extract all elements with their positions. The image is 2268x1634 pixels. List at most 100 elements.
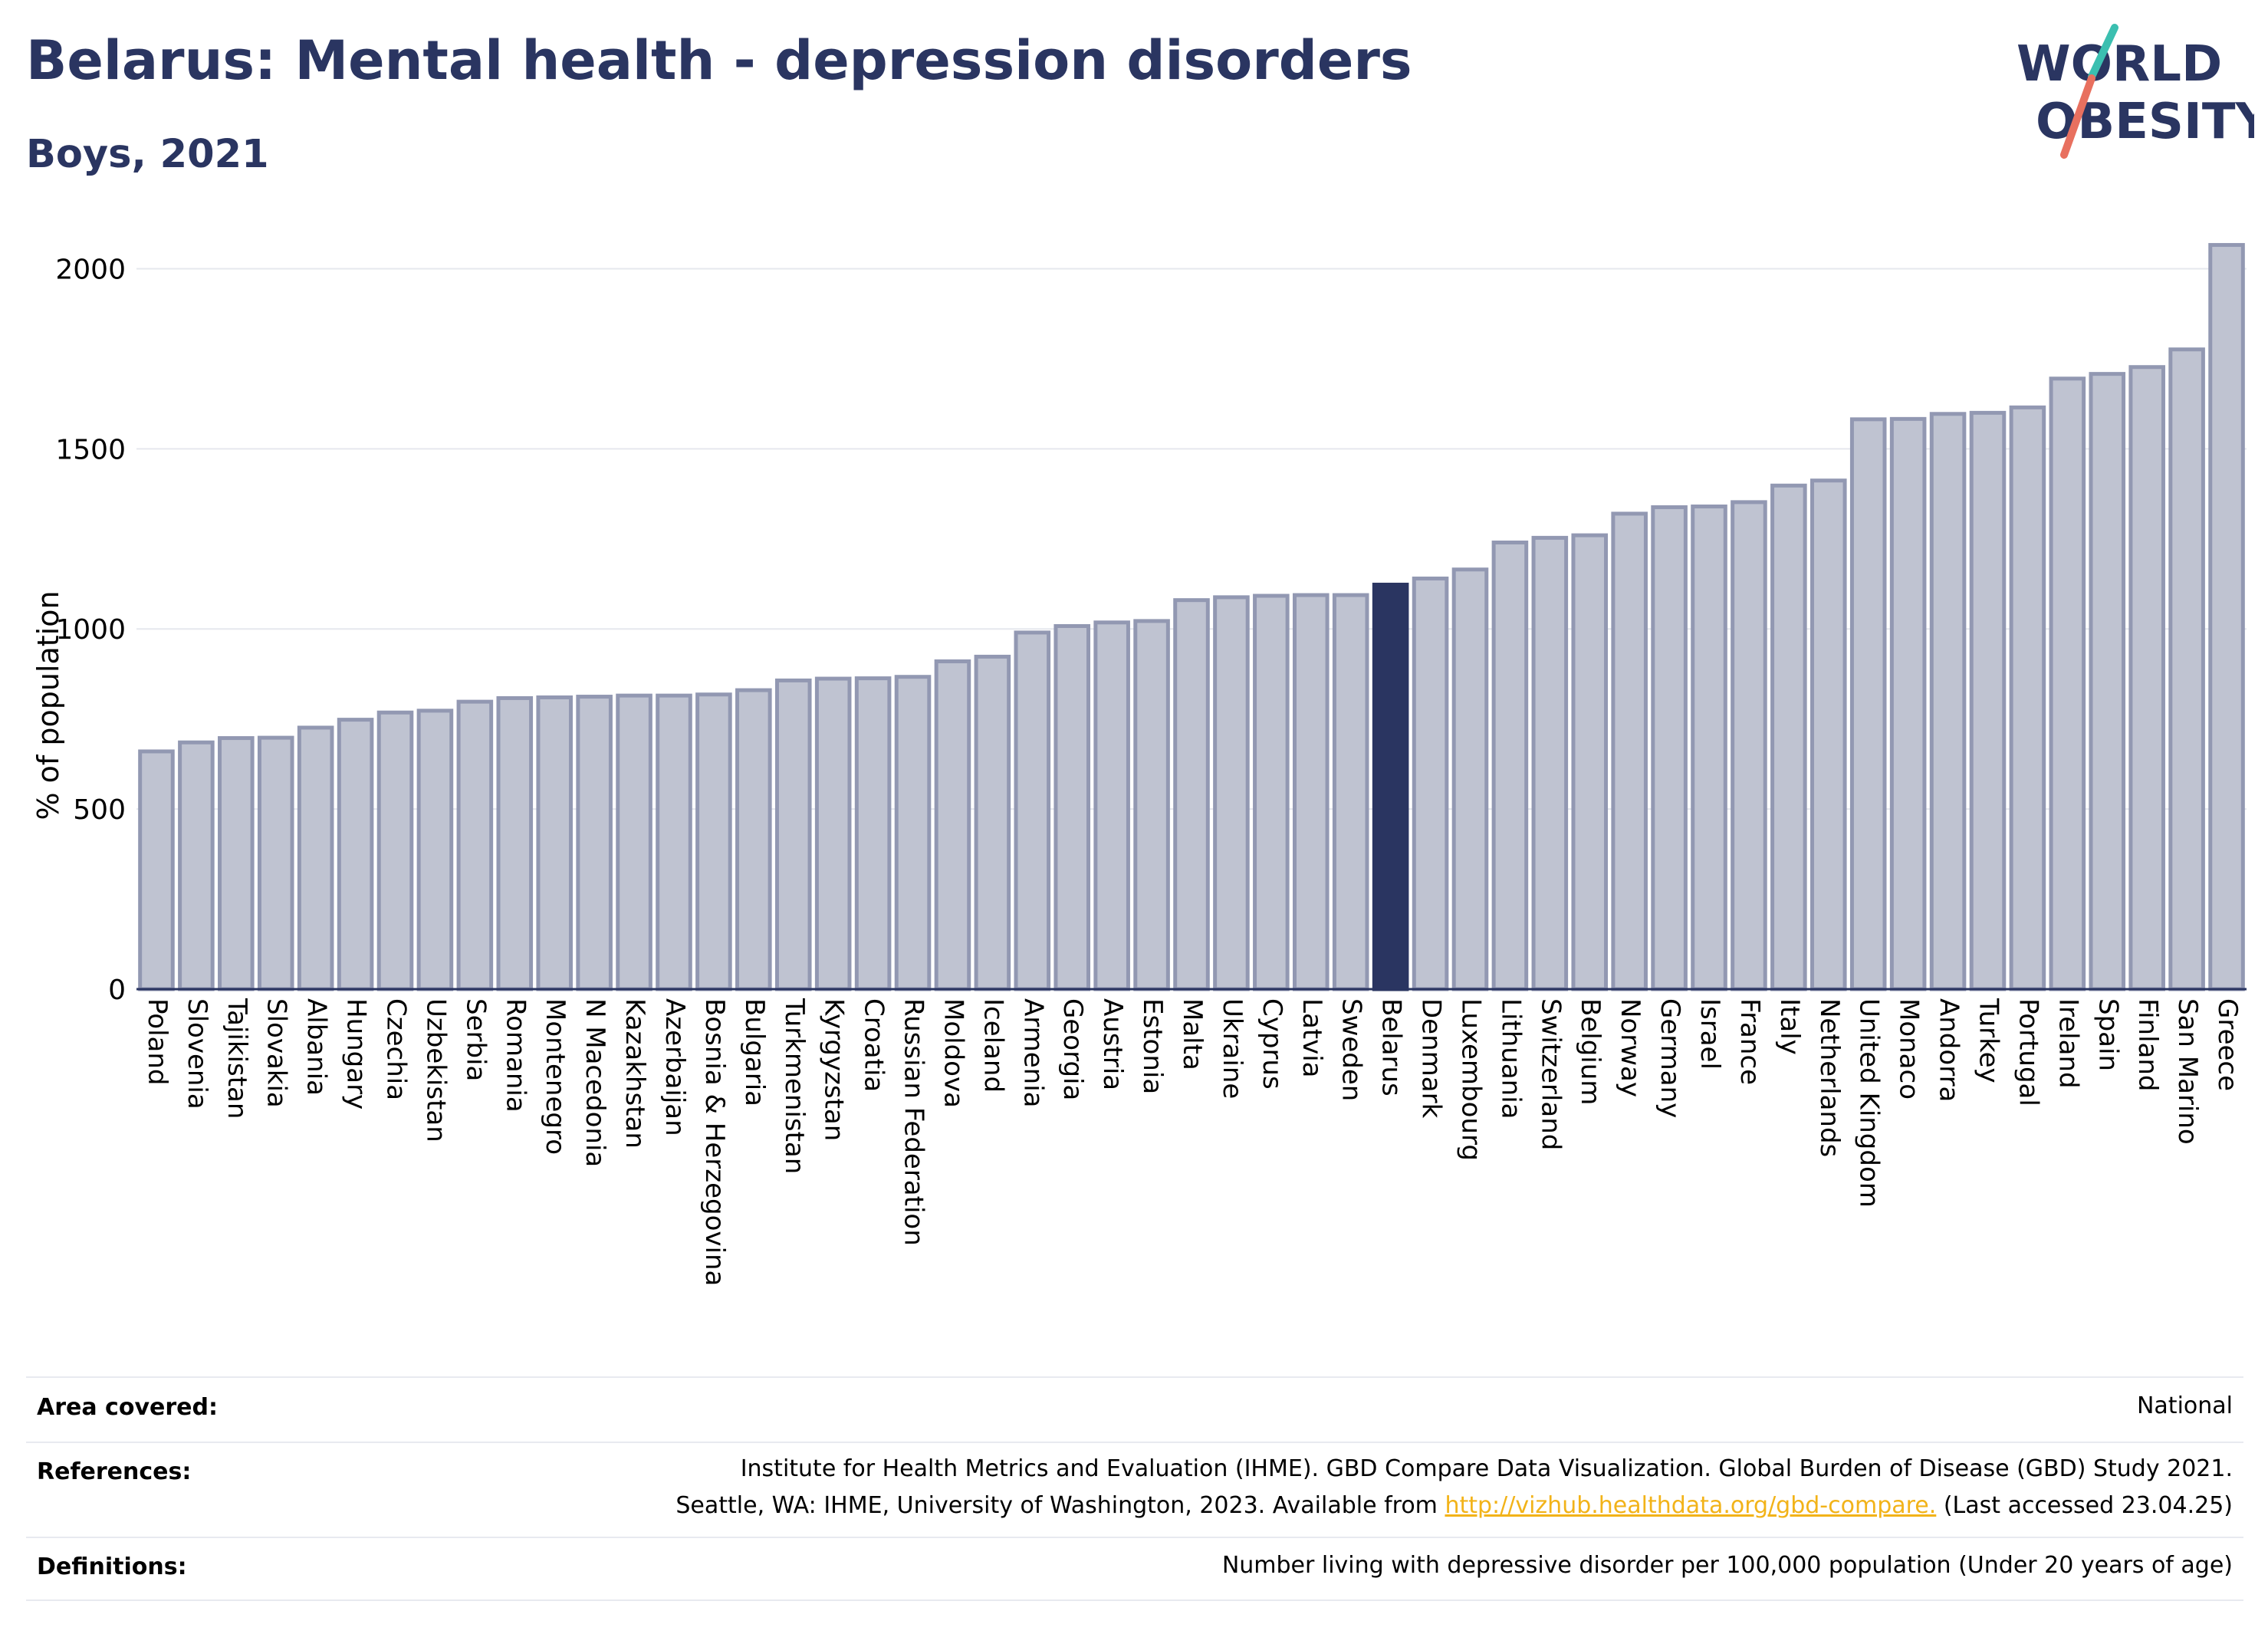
bar-san-marino[interactable]	[2168, 347, 2205, 991]
x-tick-label: Belgium	[1575, 998, 1606, 1105]
bar-ireland[interactable]	[2049, 376, 2086, 991]
bar-andorra[interactable]	[1929, 412, 1967, 991]
bar-estonia[interactable]	[1133, 619, 1170, 991]
bar-montenegro[interactable]	[536, 695, 573, 991]
y-axis-label: % of population	[31, 590, 65, 820]
bar-latvia[interactable]	[1292, 593, 1330, 991]
bar-italy[interactable]	[1770, 483, 1807, 991]
x-tick-label: Uzbekistan	[420, 998, 451, 1142]
bar-denmark[interactable]	[1412, 576, 1449, 991]
bar-france[interactable]	[1731, 500, 1767, 991]
bar-israel[interactable]	[1691, 505, 1727, 991]
x-tick-label: Croatia	[859, 998, 889, 1092]
x-tick-label: Luxembourg	[1455, 998, 1486, 1161]
bar-netherlands[interactable]	[1810, 478, 1847, 991]
bar-ukraine[interactable]	[1213, 595, 1250, 991]
footer-area-row: Area covered: National	[26, 1380, 2243, 1442]
bar-belarus[interactable]	[1372, 582, 1409, 991]
x-tick-label: Estonia	[1137, 998, 1168, 1094]
bar-bulgaria[interactable]	[735, 688, 772, 991]
references-label: References:	[37, 1458, 192, 1485]
bar-tajikistan[interactable]	[218, 736, 255, 991]
bar-armenia[interactable]	[1014, 630, 1051, 991]
bar-poland[interactable]	[138, 749, 175, 991]
x-tick-label: Italy	[1774, 998, 1805, 1055]
bar-kyrgyzstan[interactable]	[814, 676, 852, 991]
area-covered-value: National	[2136, 1392, 2233, 1419]
x-tick-label: Kazakhstan	[620, 998, 650, 1149]
x-tick-label: Finland	[2132, 998, 2163, 1092]
x-tick-label: Belarus	[1376, 998, 1407, 1096]
bar-finland[interactable]	[2128, 365, 2165, 991]
x-tick-label: Czechia	[381, 998, 412, 1100]
bar-turkey[interactable]	[1969, 410, 2007, 991]
bar-czechia[interactable]	[376, 710, 414, 991]
y-tick-label: 2000	[55, 254, 126, 285]
references-line-2: Seattle, WA: IHME, University of Washing…	[675, 1488, 2233, 1524]
bar-sweden[interactable]	[1332, 593, 1369, 991]
bar-united-kingdom[interactable]	[1849, 417, 1887, 991]
y-tick-label: 1000	[55, 614, 126, 646]
bar-iceland[interactable]	[974, 654, 1011, 991]
x-tick-label: Lithuania	[1495, 998, 1526, 1119]
bar-germany[interactable]	[1651, 505, 1688, 991]
footer-rule-1	[26, 1442, 2243, 1443]
bar-bosnia-herzegovina[interactable]	[695, 692, 732, 991]
bar-norway[interactable]	[1611, 511, 1648, 991]
logo-line-world: WORLD	[2017, 36, 2222, 93]
bar-slovakia[interactable]	[257, 735, 294, 991]
x-tick-label: Malta	[1177, 998, 1208, 1070]
bar-albania[interactable]	[297, 725, 334, 991]
x-tick-label: Austria	[1097, 998, 1128, 1090]
x-tick-label: Iceland	[978, 998, 1008, 1093]
bar-serbia[interactable]	[456, 699, 494, 991]
y-tick-label: 1500	[55, 434, 126, 465]
x-tick-label: Portugal	[2013, 998, 2043, 1106]
x-tick-label: Hungary	[341, 998, 372, 1110]
bar-romania[interactable]	[496, 695, 534, 991]
x-tick-label: Netherlands	[1814, 998, 1845, 1157]
x-tick-label: Latvia	[1297, 998, 1327, 1078]
bar-n-macedonia[interactable]	[576, 695, 613, 991]
bar-portugal[interactable]	[2009, 405, 2046, 991]
bar-uzbekistan[interactable]	[416, 709, 454, 991]
bar-turkmenistan[interactable]	[774, 678, 812, 991]
bar-chart: 0 500 1000 1500 2000 Poland Slovenia Tajikista…	[31, 242, 2247, 1286]
x-tick-label: San Marino	[2172, 998, 2203, 1145]
bar-greece[interactable]	[2208, 242, 2245, 991]
bar-croatia[interactable]	[854, 676, 892, 991]
bar-belgium[interactable]	[1571, 533, 1609, 991]
bar-luxembourg[interactable]	[1451, 567, 1489, 991]
bar-slovenia[interactable]	[178, 740, 215, 991]
footer-rule-bottom	[26, 1599, 2243, 1601]
x-tick-label: Slovenia	[182, 998, 212, 1110]
definitions-label: Definitions:	[37, 1553, 187, 1580]
footer-rule-top	[26, 1376, 2243, 1378]
bar-russian-federation[interactable]	[894, 675, 932, 991]
references-link[interactable]: http://vizhub.healthdata.org/gbd-compare…	[1445, 1492, 1937, 1519]
bar-malta[interactable]	[1173, 598, 1210, 991]
x-tick-label: Cyprus	[1257, 998, 1287, 1090]
bar-austria[interactable]	[1093, 620, 1130, 991]
bar-lithuania[interactable]	[1491, 540, 1529, 991]
bar-georgia[interactable]	[1053, 623, 1091, 991]
x-tick-label: Bosnia & Herzegovina	[699, 998, 730, 1286]
y-tick-label: 500	[73, 794, 126, 826]
references-line-2-pre: Seattle, WA: IHME, University of Washing…	[675, 1492, 1445, 1519]
x-tick-label: Germany	[1655, 998, 1685, 1118]
bar-hungary[interactable]	[337, 718, 374, 991]
x-tick-label: Bulgaria	[739, 998, 770, 1106]
footer-definitions-row: Definitions: Number living with depressi…	[26, 1538, 2243, 1599]
x-tick-label: Andorra	[1934, 998, 1964, 1102]
x-tick-label: Montenegro	[540, 998, 570, 1155]
bar-moldova[interactable]	[934, 659, 971, 991]
bar-cyprus[interactable]	[1253, 593, 1290, 991]
x-tick-label: Switzerland	[1535, 998, 1566, 1150]
bar-azerbaijan[interactable]	[656, 693, 692, 991]
x-tick-label: Moldova	[938, 998, 968, 1108]
x-tick-label: Greece	[2212, 998, 2243, 1091]
bar-monaco[interactable]	[1889, 416, 1927, 991]
bar-spain[interactable]	[2089, 372, 2126, 991]
bar-switzerland[interactable]	[1531, 535, 1569, 991]
bar-kazakhstan[interactable]	[616, 693, 652, 991]
